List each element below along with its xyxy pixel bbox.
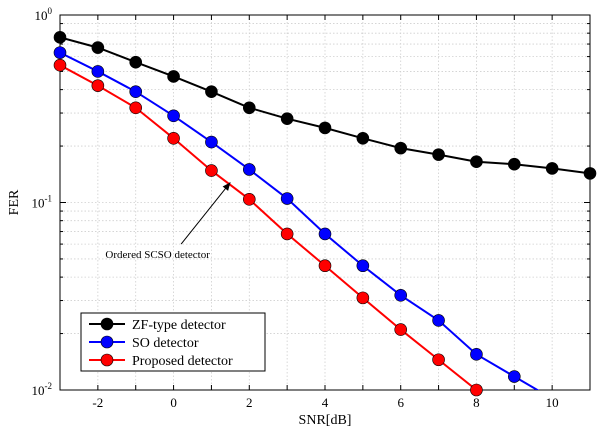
data-point-so-detector — [129, 85, 143, 98]
legend-marker-so-detector — [100, 335, 114, 349]
data-point-so-detector — [280, 192, 294, 205]
annotation-arrow-line — [180, 182, 231, 245]
data-point-so-detector — [432, 314, 445, 327]
legend-label-so-detector: SO detector — [132, 336, 199, 351]
data-point-so-detector — [91, 65, 105, 78]
x-tick-label: 6 — [397, 395, 404, 410]
legend-marker-proposed-detector — [100, 353, 114, 367]
annotation-group: Ordered SCSO detector — [105, 182, 231, 261]
x-tick-label: 4 — [322, 395, 329, 410]
data-point-zf-type-detector — [394, 141, 408, 155]
series-line-so-detector — [60, 51, 540, 390]
legend-label-zf-type-detector: ZF-type detector — [132, 318, 226, 333]
data-point-zf-type-detector — [432, 148, 445, 161]
data-point-proposed-detector — [91, 79, 105, 92]
data-point-proposed-detector — [53, 58, 67, 72]
data-point-zf-type-detector — [167, 70, 180, 83]
data-point-so-detector — [507, 370, 521, 383]
data-point-proposed-detector — [167, 131, 180, 145]
x-tick-label: -2 — [92, 395, 103, 410]
legend-marker-zf-type-detector — [100, 317, 114, 331]
data-point-zf-type-detector — [583, 167, 597, 180]
x-tick-label: 8 — [473, 395, 480, 410]
annotation-label: Ordered SCSO detector — [105, 249, 210, 261]
data-point-proposed-detector — [356, 291, 370, 305]
data-point-so-detector — [205, 135, 218, 149]
x-tick-label: 10 — [546, 395, 559, 410]
axis-ticks: -2 0 2 4 6 8 10 10-2 10-1 100 — [32, 6, 591, 410]
data-point-proposed-detector — [470, 383, 483, 397]
data-point-proposed-detector — [394, 323, 408, 336]
data-point-zf-type-detector — [356, 131, 370, 145]
y-tick-label: 10-1 — [32, 194, 53, 211]
data-point-proposed-detector — [129, 101, 143, 115]
data-point-proposed-detector — [318, 259, 332, 273]
data-point-zf-type-detector — [205, 85, 218, 98]
data-point-so-detector — [470, 348, 483, 361]
y-tick-label: 10-2 — [32, 381, 53, 398]
data-point-zf-type-detector — [280, 112, 294, 125]
data-point-so-detector — [318, 227, 332, 241]
annotation-arrow-head — [222, 182, 231, 191]
data-point-zf-type-detector — [129, 55, 143, 69]
data-point-proposed-detector — [432, 353, 445, 367]
data-point-so-detector — [394, 288, 408, 302]
x-tick-label: 2 — [246, 395, 253, 410]
legend-label-proposed-detector: Proposed detector — [132, 354, 233, 369]
data-point-so-detector — [53, 46, 67, 59]
legend: ZF-type detector SO detector Proposed dete… — [80, 312, 266, 372]
data-point-zf-type-detector — [507, 157, 521, 171]
data-point-zf-type-detector — [53, 31, 67, 44]
data-point-zf-type-detector — [91, 41, 105, 54]
data-point-proposed-detector — [205, 164, 218, 177]
data-point-so-detector — [356, 259, 370, 273]
y-axis-label: FER — [7, 189, 22, 215]
data-point-zf-type-detector — [470, 155, 483, 169]
series-line-proposed-detector — [60, 64, 478, 390]
data-point-proposed-detector — [280, 227, 294, 241]
series-group — [53, 31, 597, 397]
data-point-zf-type-detector — [242, 101, 256, 115]
y-tick-label: 100 — [35, 6, 53, 23]
x-axis-label: SNR[dB] — [299, 413, 352, 428]
data-point-zf-type-detector — [318, 121, 332, 135]
data-point-so-detector — [242, 163, 256, 176]
data-point-so-detector — [167, 109, 180, 123]
x-tick-label: 0 — [170, 395, 177, 410]
data-point-proposed-detector — [242, 193, 256, 206]
data-point-zf-type-detector — [545, 162, 559, 175]
